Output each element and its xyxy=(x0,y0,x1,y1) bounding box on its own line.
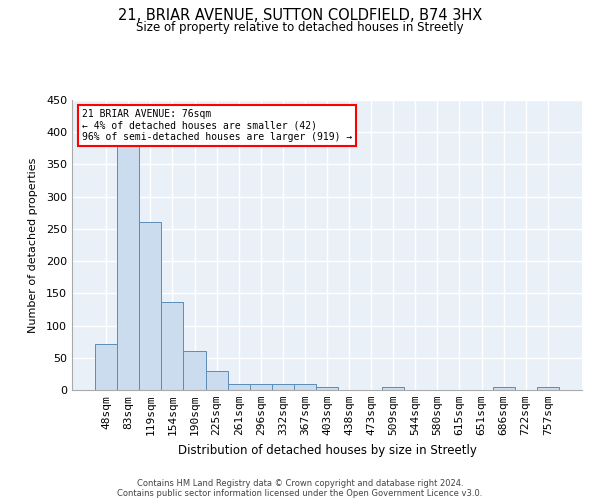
Bar xyxy=(95,344,117,390)
Bar xyxy=(250,384,272,390)
Bar xyxy=(294,384,316,390)
Text: Contains HM Land Registry data © Crown copyright and database right 2024.: Contains HM Land Registry data © Crown c… xyxy=(137,478,463,488)
Bar xyxy=(161,302,184,390)
Text: Contains public sector information licensed under the Open Government Licence v3: Contains public sector information licen… xyxy=(118,488,482,498)
Bar xyxy=(493,387,515,390)
Y-axis label: Number of detached properties: Number of detached properties xyxy=(28,158,38,332)
Bar xyxy=(227,384,250,390)
Text: Size of property relative to detached houses in Streetly: Size of property relative to detached ho… xyxy=(136,21,464,34)
Text: 21, BRIAR AVENUE, SUTTON COLDFIELD, B74 3HX: 21, BRIAR AVENUE, SUTTON COLDFIELD, B74 … xyxy=(118,8,482,22)
Bar xyxy=(184,352,206,390)
Bar xyxy=(272,384,294,390)
Bar xyxy=(117,145,139,390)
X-axis label: Distribution of detached houses by size in Streetly: Distribution of detached houses by size … xyxy=(178,444,476,456)
Bar xyxy=(382,387,404,390)
Bar xyxy=(206,370,227,390)
Bar xyxy=(537,387,559,390)
Bar xyxy=(316,387,338,390)
Bar xyxy=(139,222,161,390)
Text: 21 BRIAR AVENUE: 76sqm
← 4% of detached houses are smaller (42)
96% of semi-deta: 21 BRIAR AVENUE: 76sqm ← 4% of detached … xyxy=(82,108,352,142)
